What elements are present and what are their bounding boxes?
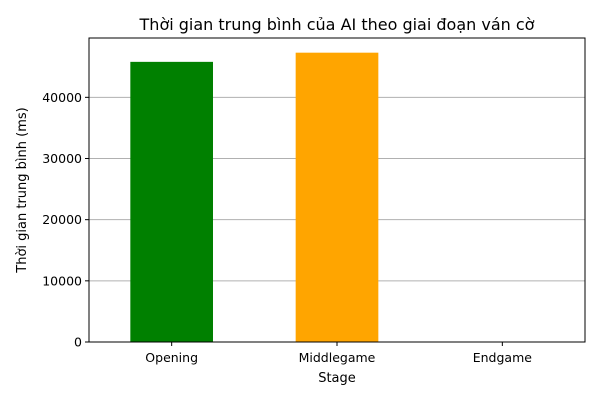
bars xyxy=(130,52,379,342)
chart-title: Thời gian trung bình của AI theo giai đo… xyxy=(139,15,535,34)
y-tick-label: 10000 xyxy=(42,273,82,288)
y-tick-label: 30000 xyxy=(42,151,82,166)
y-tick-label: 20000 xyxy=(42,212,82,227)
y-tick-label: 0 xyxy=(74,335,82,350)
y-tick-label: 40000 xyxy=(42,90,82,105)
x-tick-label: Middlegame xyxy=(299,350,376,365)
x-tick-label: Opening xyxy=(145,350,198,365)
x-axis-ticks: Opening Middlegame Endgame xyxy=(145,342,532,365)
x-axis-label: Stage xyxy=(318,371,356,386)
bar-opening xyxy=(130,61,213,342)
bar-middlegame xyxy=(295,52,379,342)
y-axis-label: Thời gian trung bình (ms) xyxy=(15,107,30,273)
x-tick-label: Endgame xyxy=(473,350,533,365)
y-axis-ticks: 0 10000 20000 30000 40000 xyxy=(42,90,89,350)
